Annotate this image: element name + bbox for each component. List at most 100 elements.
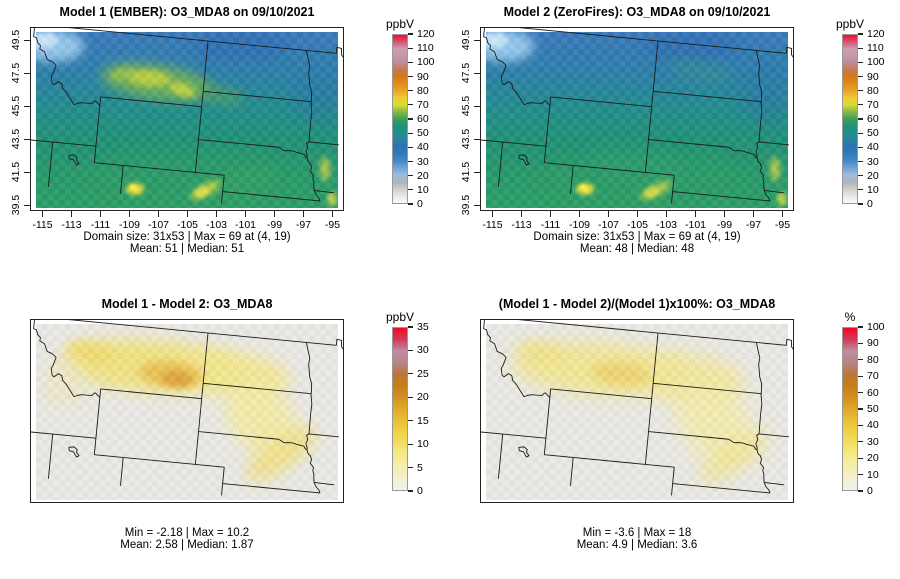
colorbar-gradient (842, 34, 858, 204)
colorbar-tick-mark (858, 90, 863, 92)
panel-model1: Model 1 (EMBER): O3_MDA8 on 09/10/2021 D… (0, 0, 450, 290)
x-tick-label: -95 (774, 219, 791, 231)
colorbar-tick-label: 110 (867, 42, 884, 55)
map-frame (480, 319, 794, 503)
colorbar-tick-mark (408, 61, 413, 63)
x-tick-label: -109 (568, 219, 590, 231)
colorbar-tick-label: 40 (867, 141, 879, 154)
colorbar-tick-mark (858, 392, 863, 394)
y-tick-label: 47.5 (10, 62, 22, 84)
x-tick-mark (215, 211, 218, 217)
stats-line2: Mean: 4.9 | Median: 3.6 (576, 539, 698, 551)
colorbar-tick-label: 60 (417, 113, 429, 125)
colorbar-tick-mark (408, 118, 413, 120)
x-tick-mark (186, 211, 189, 217)
colorbar-tick-label: 5 (417, 461, 423, 474)
colorbar-units-label: ppbV (385, 310, 415, 324)
colorbar-tick-label: 0 (867, 198, 873, 210)
colorbar-tick-label: 25 (417, 367, 429, 380)
colorbar-tick-mark (408, 420, 413, 422)
x-tick-mark (549, 211, 552, 217)
x-tick-label: -109 (118, 219, 140, 231)
colorbar-tick-mark (858, 189, 863, 191)
panel-title: Model 1 (EMBER): O3_MDA8 on 09/10/2021 (59, 5, 315, 19)
state-boundaries (31, 320, 343, 496)
colorbar-tick-mark (408, 373, 413, 375)
y-tick-label: 45.5 (10, 95, 22, 117)
y-tick-label: 39.5 (10, 194, 22, 216)
panel-difference: Model 1 - Model 2: O3_MDA8 Min = -2.18 |… (0, 292, 450, 579)
colorbar-tick-label: 30 (417, 155, 429, 168)
colorbar-tick-label: 30 (867, 155, 879, 168)
colorbar-tick-mark (858, 326, 863, 328)
colorbar-tick-mark (408, 33, 413, 35)
colorbar-tick-mark (408, 90, 413, 92)
colorbar-tick-label: 20 (867, 452, 879, 465)
y-tick-mark (24, 139, 30, 141)
colorbar-tick-mark (408, 396, 413, 398)
colorbar-tick-label: 30 (417, 344, 429, 357)
x-tick-mark (636, 211, 639, 217)
colorbar-tick-label: 20 (417, 169, 429, 182)
y-tick-label: 49.5 (10, 29, 22, 51)
panel-title: Model 1 - Model 2: O3_MDA8 (101, 297, 273, 311)
x-tick-mark (41, 211, 44, 217)
colorbar-tick-label: 120 (417, 28, 435, 40)
colorbar-tick-mark (408, 203, 413, 205)
y-tick-label: 43.5 (10, 128, 22, 150)
state-boundaries (481, 28, 793, 204)
colorbar-tick-mark (858, 132, 863, 134)
colorbar-tick-mark (858, 359, 863, 361)
colorbar-tick-mark (858, 342, 863, 344)
map-model1 (31, 28, 343, 208)
colorbar-tick-label: 10 (417, 183, 429, 196)
x-tick-label: -115 (32, 219, 53, 231)
y-tick-mark (474, 40, 480, 42)
x-tick-mark (520, 211, 523, 217)
stats-line1: Domain size: 31x53 | Max = 69 at (4, 19) (533, 231, 741, 243)
x-tick-mark (723, 211, 726, 217)
colorbar-tick-label: 40 (417, 141, 429, 154)
stats-line1: Min = -2.18 | Max = 10.2 (124, 527, 250, 539)
panel-model2: Model 2 (ZeroFires): O3_MDA8 on 09/10/20… (450, 0, 900, 290)
colorbar-tick-label: 30 (867, 435, 879, 448)
stats-line2: Mean: 2.58 | Median: 1.87 (120, 539, 254, 551)
colorbar-tick-label: 40 (867, 419, 879, 432)
map-frame (480, 27, 794, 211)
colorbar-tick-mark (408, 326, 413, 328)
colorbar-tick-label: 0 (867, 485, 873, 497)
colorbar-tick-mark (408, 175, 413, 177)
map-frame (30, 27, 344, 211)
colorbar-tick-mark (858, 175, 863, 177)
colorbar-tick-mark (858, 160, 863, 163)
colorbar-tick-mark (408, 466, 413, 469)
colorbar-tick-label: 70 (417, 98, 429, 111)
x-tick-mark (331, 211, 334, 217)
colorbar-tick-label: 60 (867, 386, 879, 399)
x-tick-mark (70, 211, 73, 217)
colorbar-tick-label: 10 (417, 438, 429, 451)
map-difference (31, 320, 343, 500)
x-tick-label: -97 (745, 219, 762, 231)
y-tick-mark (474, 73, 480, 75)
x-tick-label: -105 (176, 219, 198, 231)
colorbar-tick-label: 10 (867, 468, 879, 481)
colorbar-tick-mark (858, 75, 863, 78)
stats-line1: Domain size: 31x53 | Max = 69 at (4, 19) (83, 231, 291, 243)
x-tick-label: -103 (205, 219, 227, 231)
stats-line1: Min = -3.6 | Max = 18 (582, 527, 692, 539)
x-tick-mark (273, 211, 276, 217)
x-tick-label: -111 (540, 219, 561, 231)
colorbar-tick-mark (858, 375, 863, 377)
colorbar-tick-label: 110 (417, 42, 434, 55)
colorbar-tick-mark (858, 146, 863, 148)
x-tick-mark (578, 211, 581, 217)
colorbar-tick-label: 80 (867, 84, 879, 97)
x-tick-mark (128, 211, 131, 217)
colorbar-tick-mark (408, 146, 413, 148)
state-boundaries (31, 28, 343, 204)
colorbar-tick-mark (408, 132, 413, 134)
x-tick-mark (607, 211, 610, 217)
map-model2 (481, 28, 793, 208)
colorbar-tick-mark (408, 443, 413, 445)
